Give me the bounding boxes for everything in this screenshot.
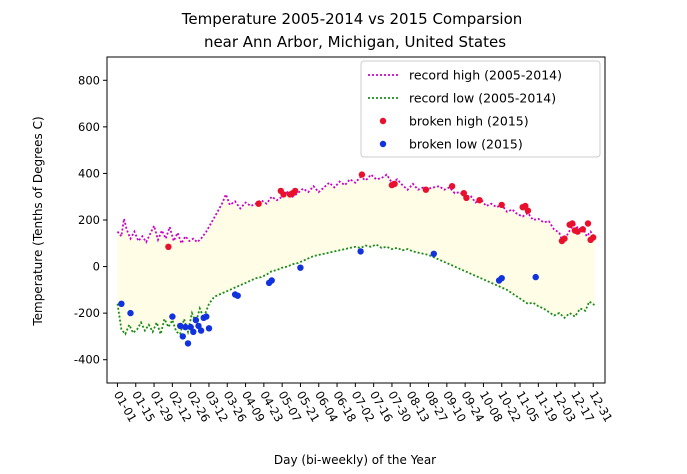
series-3-point-16	[234, 292, 241, 299]
series-3-point-11	[197, 327, 205, 334]
series-2-point-22	[569, 220, 576, 227]
y-tick-label-5: 600	[78, 120, 100, 134]
series-2-point-9	[391, 180, 398, 188]
series-layer	[116, 171, 597, 347]
x-axis: 01-0101-1501-2902-1202-2603-1203-2604-09…	[111, 383, 615, 424]
series-2-point-7	[358, 171, 366, 178]
y-tick-label-0: -400	[74, 353, 100, 367]
legend-label-1: record low (2005-2014)	[409, 91, 556, 106]
series-2-point-20	[561, 235, 568, 242]
x-axis-label: Day (bi-weekly) of the Year	[274, 453, 436, 467]
y-axis-label: Temperature (Tenths of Degrees C)	[31, 116, 45, 326]
series-3-point-8	[190, 328, 197, 335]
series-3-point-2	[169, 313, 176, 320]
legend: record high (2005-2014) record low (2005-…	[360, 60, 601, 158]
series-3-point-20	[357, 248, 364, 255]
series-3-point-13	[203, 313, 210, 320]
series-2-point-1	[255, 200, 262, 207]
series-line-1	[116, 243, 596, 338]
series-2-point-12	[460, 190, 467, 197]
legend-label-2: broken high (2015)	[409, 114, 529, 129]
series-3-point-19	[297, 264, 304, 271]
series-3-point-5	[182, 323, 189, 331]
series-2-point-14	[476, 197, 483, 204]
y-axis: -400 -200 0 200 400 600 800	[74, 73, 107, 367]
series-2-point-10	[422, 186, 430, 193]
series-2-point-3	[280, 191, 287, 198]
legend-label-0: record high (2005-2014)	[409, 68, 562, 83]
series-2-point-6	[292, 187, 299, 195]
series-2-point-18	[524, 207, 532, 214]
series-3-point-1	[127, 309, 134, 317]
series-3-point-18	[268, 277, 275, 284]
series-2-point-24	[574, 228, 581, 235]
legend-box	[360, 60, 601, 158]
y-tick-label-2: 0	[93, 260, 100, 274]
series-2-point-25	[579, 226, 586, 233]
series-3-point-6	[184, 340, 192, 347]
series-2-point-26	[584, 220, 592, 227]
series-2-point-28	[590, 234, 597, 241]
series-3-point-23	[498, 275, 505, 282]
legend-label-3: broken low (2015)	[409, 137, 523, 152]
series-3-point-7	[187, 323, 194, 331]
series-2-point-0	[165, 243, 172, 250]
chart-subtitle: near Ann Arbor, Michigan, United States	[204, 33, 506, 51]
y-tick-label-6: 800	[78, 73, 100, 87]
series-3-point-4	[179, 333, 186, 340]
y-tick-label-3: 200	[78, 213, 100, 227]
series-3-point-21	[430, 250, 437, 257]
series-2-point-17	[522, 202, 529, 210]
series-2-point-15	[498, 201, 505, 209]
y-tick-label-4: 400	[78, 166, 100, 180]
chart-title: Temperature 2005-2014 vs 2015 Comparsion	[181, 10, 523, 28]
series-2-point-13	[463, 194, 470, 202]
legend-swatch-2	[379, 117, 387, 125]
series-3-point-0	[118, 300, 125, 307]
series-line-0	[116, 173, 596, 246]
series-3-point-10	[195, 322, 202, 330]
series-3-point-9	[192, 316, 200, 324]
series-2-point-11	[448, 183, 456, 190]
y-tick-label-1: -200	[74, 306, 100, 320]
series-3-point-14	[205, 325, 213, 332]
series-3-point-3	[177, 322, 184, 330]
record-range-band	[117, 174, 595, 335]
series-3-point-24	[532, 273, 539, 281]
legend-swatch-3	[379, 140, 387, 148]
